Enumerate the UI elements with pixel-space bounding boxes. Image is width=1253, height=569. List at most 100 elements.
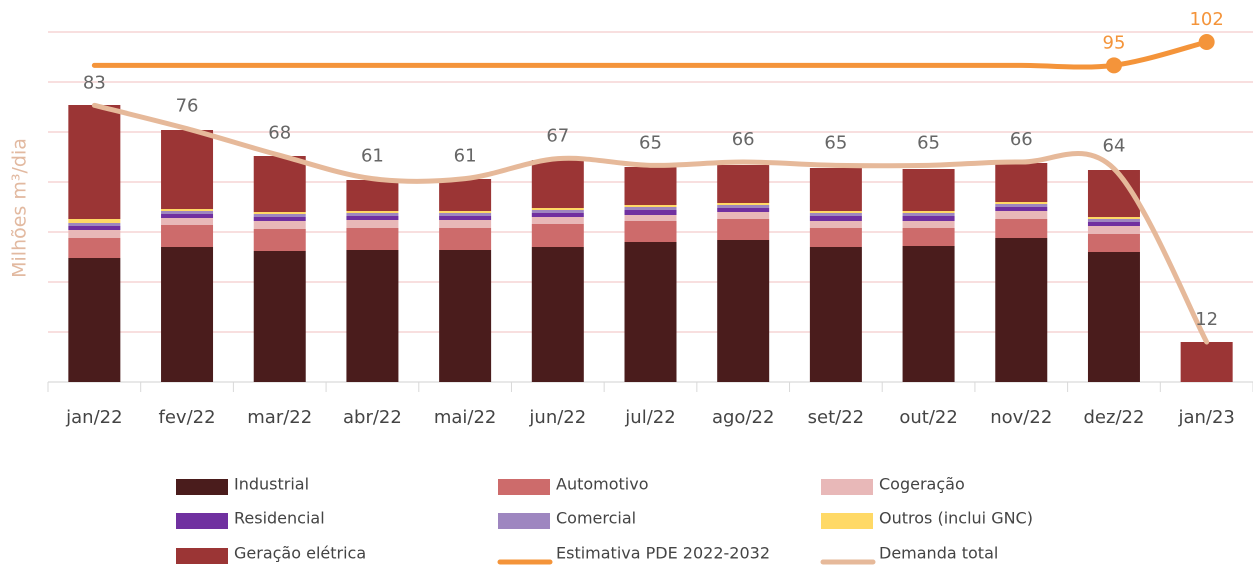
y-axis-label: Milhões m³/dia: [9, 138, 31, 278]
bar-segment: [439, 216, 492, 220]
bar-segment: [1087, 219, 1140, 222]
bar-segment: [902, 246, 955, 382]
bar-segment: [161, 209, 214, 211]
data-label: 66: [1010, 129, 1033, 150]
bar-segment: [531, 247, 584, 382]
x-tick-label: fev/22: [159, 407, 216, 428]
bar-segment: [161, 130, 214, 209]
legend-label: Industrial: [234, 475, 309, 494]
data-label: 12: [1195, 309, 1218, 330]
legend-label: Geração elétrica: [234, 544, 366, 563]
bar-segment: [161, 211, 214, 214]
bar-segment: [68, 258, 121, 382]
data-label: 76: [176, 96, 199, 117]
legend-label: Cogeração: [879, 475, 965, 494]
bar-segment: [68, 238, 121, 258]
bar-segment: [902, 211, 955, 213]
bar-segment: [253, 221, 306, 229]
bar-segment: [624, 242, 677, 382]
bar-segment: [531, 213, 584, 217]
bar-segment: [531, 217, 584, 224]
bar-segment: [1087, 217, 1140, 219]
legend-label: Demanda total: [879, 544, 998, 563]
bar-segment: [624, 205, 677, 207]
bar-segment: [1180, 342, 1233, 382]
bar-segment: [902, 221, 955, 228]
bar-segment: [995, 202, 1048, 204]
x-tick-label: out/22: [899, 407, 957, 428]
x-tick-label: ago/22: [712, 407, 774, 428]
data-label: 83: [83, 72, 106, 93]
bar-segment: [253, 156, 306, 212]
bar-segment: [995, 204, 1048, 207]
data-label: 64: [1103, 136, 1126, 157]
bar-segment: [439, 179, 492, 211]
bar-segment: [531, 208, 584, 210]
bar-segment: [809, 168, 862, 211]
bar-segment: [809, 221, 862, 228]
bar-segment: [161, 225, 214, 247]
bar-segment: [346, 228, 399, 250]
x-tick-label: set/22: [808, 407, 864, 428]
legend-label: Estimativa PDE 2022-2032: [556, 544, 770, 563]
bar-segment: [717, 205, 770, 208]
bar-segment: [346, 211, 399, 213]
bar-segment: [346, 250, 399, 382]
bar-segment: [995, 238, 1048, 382]
bar-segment: [253, 229, 306, 251]
bar-segment: [1087, 234, 1140, 252]
bar-segment: [439, 250, 492, 382]
x-tick-label: dez/22: [1084, 407, 1145, 428]
marker: [1105, 57, 1122, 74]
bar-segment: [717, 240, 770, 382]
legend-swatch: [498, 479, 550, 495]
legend-swatch: [176, 513, 228, 529]
bar-segment: [809, 228, 862, 247]
bar-segment: [161, 247, 214, 382]
bar-segment: [346, 180, 399, 211]
x-tick-label: jan/22: [65, 407, 122, 428]
x-tick-label: abr/22: [343, 407, 402, 428]
bar-segment: [624, 207, 677, 210]
x-tick-label: mar/22: [247, 407, 312, 428]
bar-segment: [68, 105, 121, 219]
bar-segment: [1087, 222, 1140, 226]
data-label: 67: [546, 126, 569, 147]
legend-swatch: [821, 479, 873, 495]
bar-segment: [624, 167, 677, 205]
bar-segment: [717, 203, 770, 205]
bar-segment: [995, 163, 1048, 202]
bar-segment: [1087, 226, 1140, 234]
legend-swatch: [176, 479, 228, 495]
bar-segment: [531, 224, 584, 247]
bar-segment: [68, 226, 121, 230]
bar-segment: [253, 212, 306, 214]
marker: [1198, 34, 1215, 50]
bar-segment: [531, 210, 584, 213]
bar-segment: [1087, 252, 1140, 382]
x-tick-label: nov/22: [990, 407, 1052, 428]
bar-segment: [346, 220, 399, 228]
bar-segment: [439, 220, 492, 228]
legend-swatch: [821, 513, 873, 529]
line: [91, 39, 1210, 70]
line: [91, 102, 1210, 345]
bar-segment: [995, 207, 1048, 211]
bar-segment: [161, 218, 214, 225]
bar-segment: [624, 221, 677, 242]
bar-segment: [809, 213, 862, 216]
bar-segment: [809, 247, 862, 382]
bar-segment: [624, 210, 677, 215]
data-label: 68: [268, 122, 291, 143]
bar-segment: [624, 215, 677, 221]
bar-segment: [717, 212, 770, 219]
bar-segment: [717, 219, 770, 240]
legend-label: Comercial: [556, 509, 636, 528]
bar-segment: [995, 211, 1048, 219]
x-tick-label: mai/22: [434, 407, 497, 428]
bar-segment: [346, 213, 399, 216]
bar-segment: [439, 213, 492, 216]
legend-label: Residencial: [234, 509, 325, 528]
data-label: 65: [824, 132, 847, 153]
